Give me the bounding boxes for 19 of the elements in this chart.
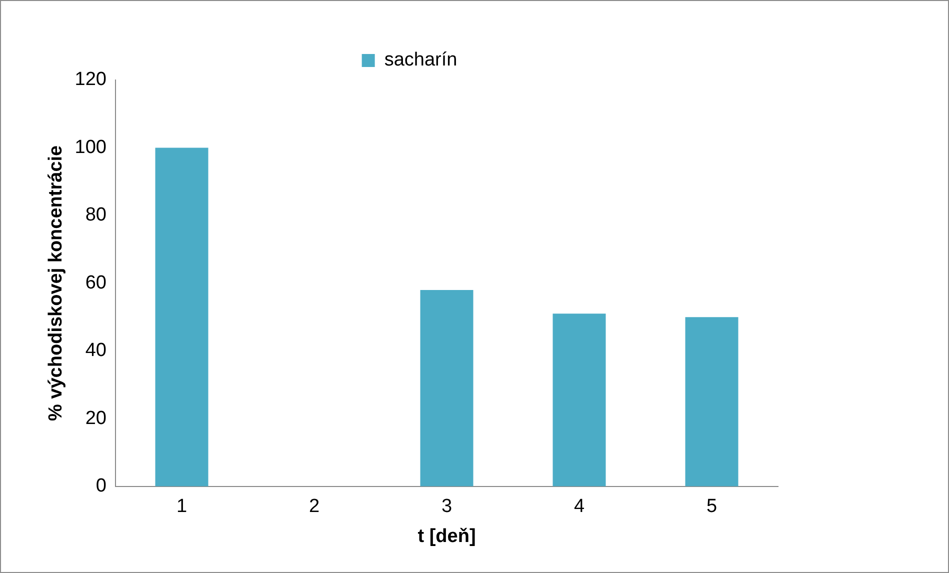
bar bbox=[685, 317, 738, 486]
y-tick-label: 20 bbox=[85, 408, 106, 429]
y-tick-label: 60 bbox=[85, 272, 106, 294]
x-tick-label: 5 bbox=[706, 496, 718, 518]
y-axis-title: % východiskovej koncentrácie bbox=[46, 145, 67, 422]
legend-label: sacharín bbox=[384, 50, 458, 71]
y-tick-label: 120 bbox=[74, 69, 106, 90]
y-tick-label: 100 bbox=[74, 136, 106, 158]
bar bbox=[155, 148, 208, 486]
bar bbox=[420, 290, 474, 486]
x-tick-label: 3 bbox=[441, 496, 452, 518]
x-tick-label: 4 bbox=[574, 496, 585, 518]
y-tick-label: 0 bbox=[96, 476, 106, 497]
x-axis-title: t [deň] bbox=[418, 526, 476, 547]
bar bbox=[552, 314, 606, 486]
y-tick-label: 40 bbox=[85, 340, 106, 362]
x-tick-label: 2 bbox=[308, 496, 320, 518]
y-tick-label: 80 bbox=[85, 204, 106, 226]
x-tick-label: 1 bbox=[176, 496, 188, 518]
